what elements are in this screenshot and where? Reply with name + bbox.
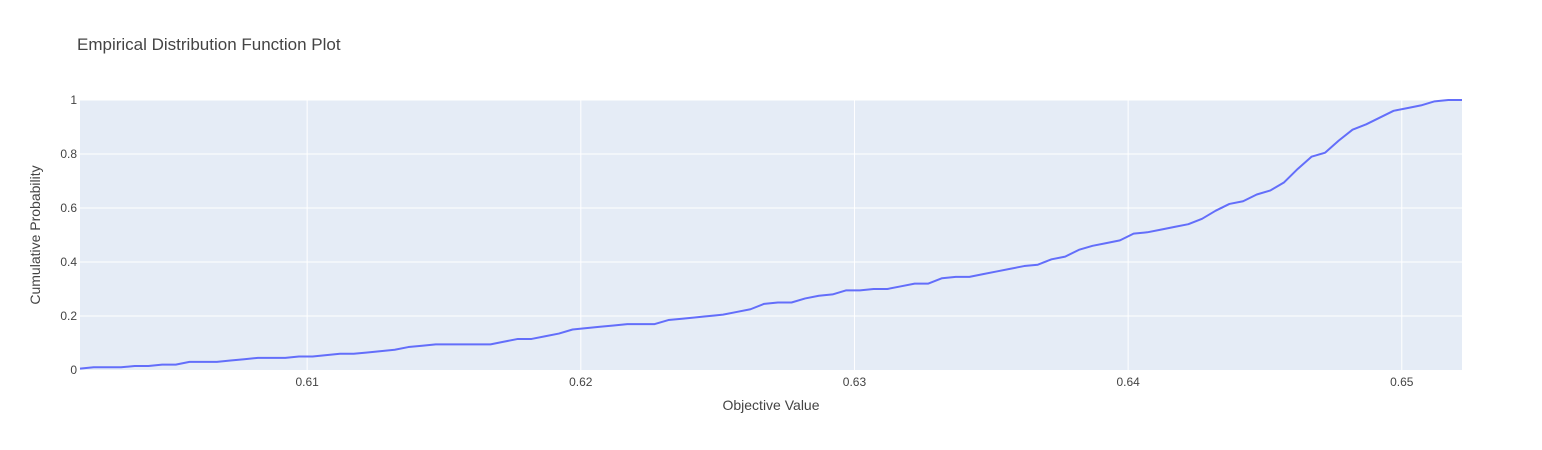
y-tick-label: 0: [70, 363, 77, 377]
y-tick-label: 1: [70, 93, 77, 107]
y-axis-ticks: 0 0.2 0.4 0.6 0.8 1: [60, 93, 77, 377]
x-tick-label: 0.65: [1390, 375, 1414, 389]
y-tick-label: 0.4: [60, 255, 77, 269]
x-axis-label: Objective Value: [722, 397, 819, 413]
chart-title: Empirical Distribution Function Plot: [77, 35, 341, 54]
series-line: [79, 99, 1462, 370]
series-group: [79, 99, 1462, 370]
y-axis-label: Cumulative Probability: [27, 165, 43, 304]
x-tick-label: 0.62: [569, 375, 593, 389]
y-tick-label: 0.2: [60, 309, 77, 323]
x-tick-label: 0.64: [1116, 375, 1140, 389]
plot-area: [80, 100, 1462, 370]
x-axis-ticks: 0.61 0.62 0.63 0.64 0.65: [295, 375, 1413, 389]
x-tick-label: 0.61: [295, 375, 319, 389]
x-tick-label: 0.63: [843, 375, 867, 389]
y-tick-label: 0.6: [60, 201, 77, 215]
y-tick-label: 0.8: [60, 147, 77, 161]
gridlines: [80, 99, 1462, 370]
